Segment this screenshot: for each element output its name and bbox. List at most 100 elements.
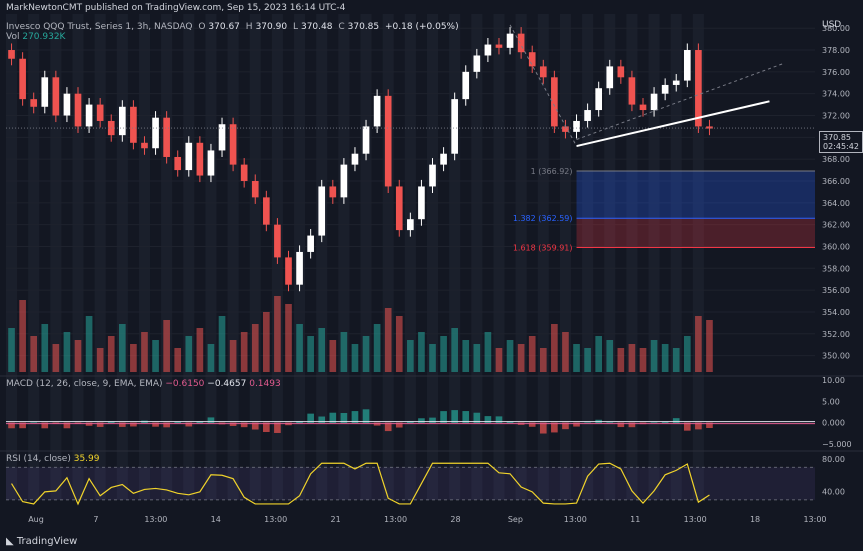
candle-body: [506, 33, 514, 48]
macd-hist-bar: [650, 422, 658, 424]
volume-bar: [285, 304, 292, 372]
tradingview-logo[interactable]: ◣ TradingView: [6, 536, 77, 547]
close-label: C: [338, 22, 345, 32]
session-stripe: [404, 14, 416, 500]
session-stripe: [249, 14, 261, 500]
volume-value: 270.932K: [22, 32, 66, 42]
volume-bar: [152, 340, 159, 372]
time-axis-label: 11: [630, 515, 640, 524]
last-price-countdown: 02:45:42: [823, 142, 859, 151]
macd-hist-bar: [274, 422, 281, 433]
time-axis-label: 13:00: [264, 515, 287, 524]
session-stripe: [138, 14, 151, 500]
channel-line: [576, 62, 785, 140]
price-axis-label: 376.00: [822, 68, 850, 77]
volume-bar: [329, 340, 337, 372]
macd-hist-bar: [30, 422, 38, 424]
volume-bar: [229, 340, 237, 372]
session-stripe: [116, 14, 128, 500]
close-value: 370.85: [347, 22, 380, 32]
symbol-legend: Invesco QQQ Trust, Series 1, 3h, NASDAQ …: [6, 22, 462, 32]
volume-bar: [130, 344, 137, 372]
volume-bar: [362, 336, 370, 372]
high-label: H: [245, 22, 253, 32]
candle-body: [617, 66, 625, 78]
macd-hist-bar: [118, 422, 126, 427]
session-stripe: [626, 14, 638, 500]
volume-bar: [706, 320, 713, 372]
volume-bar: [41, 324, 49, 372]
session-stripe: [449, 14, 461, 500]
candle-body: [8, 50, 15, 59]
session-stripe: [205, 14, 217, 500]
macd-hist-bar: [307, 413, 314, 424]
publisher-line: MarkNewtonCMT published on TradingView.c…: [6, 3, 346, 13]
candle-body: [650, 93, 658, 111]
candle-body: [141, 142, 148, 149]
rsi-label: RSI (14, close): [6, 454, 71, 464]
candle-body: [285, 257, 292, 285]
macd-hist-bar: [196, 421, 204, 424]
rsi-axis-label: 80.00: [822, 455, 845, 464]
candle-body: [296, 251, 303, 285]
macd-hist-bar: [373, 422, 381, 426]
candle-body: [373, 95, 381, 127]
price-axis-label: 362.00: [822, 221, 850, 230]
macd-axis-label: 0.000: [822, 419, 845, 428]
macd-hist-bar: [539, 422, 547, 434]
candle-body: [229, 124, 237, 165]
candle-body: [440, 153, 447, 165]
candle-body: [118, 106, 126, 136]
symbol-name[interactable]: Invesco QQQ Trust, Series 1, 3h, NASDAQ: [6, 22, 193, 32]
volume-legend: Vol 270.932K: [6, 32, 65, 42]
macd-axis-label: 10.00: [822, 376, 845, 385]
volume-bar: [584, 348, 591, 372]
fib-level-label: 1.382 (362.59): [513, 214, 573, 223]
price-axis-label: 374.00: [822, 90, 850, 99]
candle-body: [52, 77, 60, 116]
candle-body: [185, 142, 193, 171]
currency-label[interactable]: USD: [822, 20, 842, 30]
macd-hist-bar: [96, 422, 104, 427]
tradingview-icon: ◣: [6, 536, 14, 547]
volume-bar: [695, 316, 702, 372]
macd-hist-bar: [207, 417, 215, 424]
candle-body: [85, 104, 93, 127]
price-axis-label: 366.00: [822, 177, 850, 186]
volume-bar: [163, 320, 170, 372]
price-axis-label: 358.00: [822, 264, 850, 273]
volume-bar: [141, 332, 148, 372]
macd-hist-bar: [19, 422, 26, 429]
candle-body: [562, 126, 569, 132]
macd-hist-bar: [462, 411, 470, 424]
volume-bar: [96, 348, 104, 372]
volume-bar: [318, 328, 326, 372]
candle-body: [495, 44, 503, 48]
price-axis-label: 368.00: [822, 155, 850, 164]
macd-hist-bar: [107, 421, 115, 424]
price-axis-label: 352.00: [822, 330, 850, 339]
macd-hist-bar: [484, 416, 492, 424]
session-stripe: [72, 14, 84, 500]
candle-body: [695, 50, 702, 127]
price-axis-label: 380.00: [822, 24, 850, 33]
session-stripe: [161, 14, 173, 500]
last-price-tag: 370.85 02:45:42: [819, 131, 863, 153]
session-stripe: [360, 14, 372, 500]
volume-bar: [218, 316, 226, 372]
volume-bar: [340, 332, 348, 372]
session-stripe: [559, 14, 571, 500]
candle-body: [418, 186, 425, 220]
candle-body: [384, 95, 392, 187]
time-axis-label: 18: [750, 515, 760, 524]
macd-hist-bar: [263, 422, 270, 432]
candle-body: [174, 156, 182, 171]
macd-hist-bar: [85, 422, 93, 426]
time-axis-label: 13:00: [803, 515, 826, 524]
macd-hist-bar: [229, 422, 237, 426]
candle-body: [595, 88, 603, 111]
macd-label: MACD (12, 26, close, 9, EMA, EMA): [6, 379, 163, 389]
candle-body: [207, 150, 215, 176]
volume-bar: [185, 336, 193, 372]
